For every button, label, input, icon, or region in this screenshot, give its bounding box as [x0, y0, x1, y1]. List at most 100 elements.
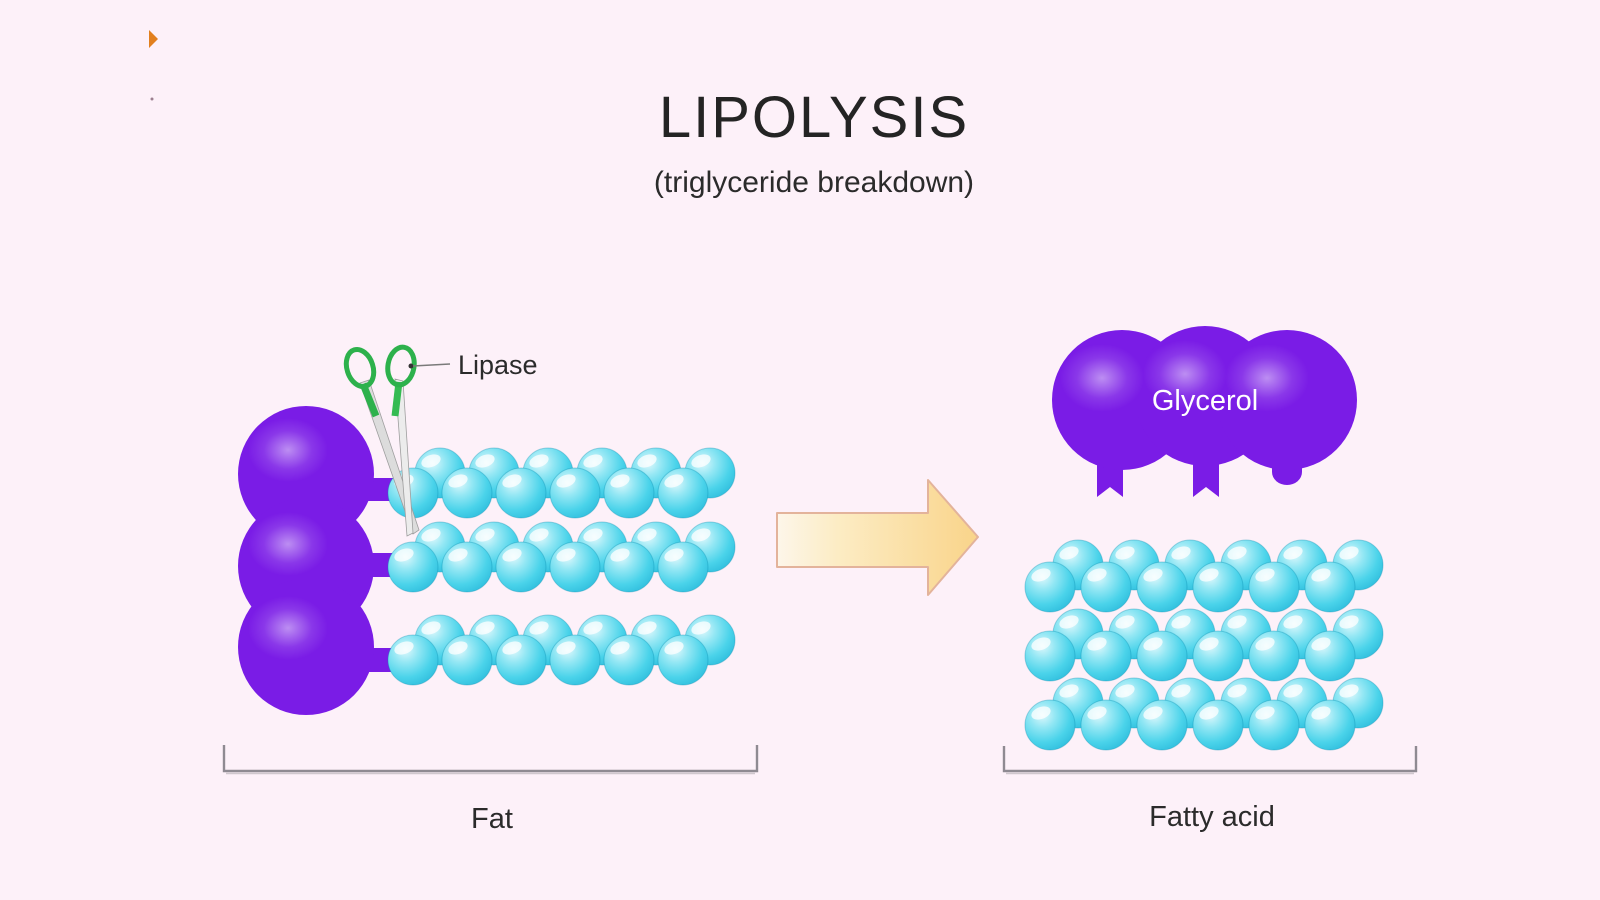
- bead-highlight: [529, 621, 549, 635]
- bead-highlight: [1143, 706, 1163, 720]
- fat-fatty-acid-chains: [387, 447, 736, 686]
- bead-highlight: [1227, 615, 1247, 629]
- bead-highlight: [1087, 706, 1107, 720]
- bead-highlight: [691, 454, 711, 468]
- fat-bracket: [222, 745, 759, 773]
- bead-highlight: [1311, 637, 1331, 651]
- carbon-bead: [603, 634, 655, 686]
- carbon-bead: [1136, 561, 1188, 613]
- bead-highlight: [421, 621, 441, 635]
- carbon-bead: [1304, 561, 1356, 613]
- bead-highlight: [1227, 546, 1247, 560]
- carbon-bead: [441, 541, 493, 593]
- bead-highlight: [556, 474, 576, 488]
- glycerol-product: Glycerol: [1052, 326, 1357, 497]
- carbon-bead: [549, 541, 601, 593]
- bead-highlight: [1059, 615, 1079, 629]
- glycerol-label: Glycerol: [1152, 385, 1258, 417]
- carbon-bead: [387, 541, 439, 593]
- bead-highlight: [475, 621, 495, 635]
- carbon-bead: [495, 634, 547, 686]
- scissor-shank: [359, 382, 380, 418]
- bead-highlight: [583, 454, 603, 468]
- bead-highlight: [394, 548, 414, 562]
- bead-highlight: [1283, 615, 1303, 629]
- bead-highlight: [1255, 637, 1275, 651]
- carbon-bead: [495, 467, 547, 519]
- scissor-shank: [391, 381, 403, 417]
- bead-highlight: [1339, 684, 1359, 698]
- bead-highlight: [664, 548, 684, 562]
- bead-highlight: [448, 548, 468, 562]
- bead-highlight: [1339, 546, 1359, 560]
- carbon-bead: [1136, 699, 1188, 751]
- bead-highlight: [664, 641, 684, 655]
- bead-highlight: [1087, 637, 1107, 651]
- bead-highlight: [1171, 546, 1191, 560]
- lipase-pointer-line: [412, 363, 451, 367]
- artifact-dot: [150, 97, 154, 101]
- bead-highlight: [556, 548, 576, 562]
- carbon-bead: [441, 634, 493, 686]
- bead-highlight: [1031, 706, 1051, 720]
- carbon-bead: [387, 634, 439, 686]
- fat-glycerol-backbone: [238, 406, 402, 715]
- bead-highlight: [1171, 684, 1191, 698]
- bead-highlight: [421, 454, 441, 468]
- right-arrow-icon: [776, 479, 979, 596]
- bead-highlight: [1143, 568, 1163, 582]
- carbon-bead: [603, 467, 655, 519]
- bead-highlight: [664, 474, 684, 488]
- carbon-bead: [1080, 699, 1132, 751]
- fat-label: Fat: [471, 803, 513, 835]
- free-fatty-acid-chains: [1024, 539, 1384, 751]
- carbon-bead: [1024, 699, 1076, 751]
- bead-highlight: [1199, 637, 1219, 651]
- bead-highlight: [610, 641, 630, 655]
- lipase-pointer-dot: [408, 363, 414, 369]
- bead-highlight: [610, 548, 630, 562]
- scissor-blade: [394, 378, 414, 537]
- bead-highlight: [610, 474, 630, 488]
- bead-highlight: [1283, 684, 1303, 698]
- scissor-handle-ring: [385, 344, 417, 388]
- carbon-bead: [1304, 630, 1356, 682]
- bead-highlight: [691, 528, 711, 542]
- carbon-bead: [1192, 561, 1244, 613]
- bead-highlight: [529, 454, 549, 468]
- bead-highlight: [502, 474, 522, 488]
- carbon-bead: [1024, 561, 1076, 613]
- bead-highlight: [475, 528, 495, 542]
- carbon-bead: [1024, 630, 1076, 682]
- bead-highlight: [1031, 568, 1051, 582]
- carbon-bead: [1192, 699, 1244, 751]
- carbon-bead: [657, 634, 709, 686]
- bead-highlight: [1115, 615, 1135, 629]
- bead-highlight: [1199, 568, 1219, 582]
- bead-highlight: [691, 621, 711, 635]
- lobe-highlight: [1225, 344, 1309, 412]
- artifact-orange-marker: [149, 30, 158, 48]
- carbon-bead: [549, 467, 601, 519]
- bead-highlight: [1031, 637, 1051, 651]
- carbon-bead: [441, 467, 493, 519]
- lobe-highlight: [248, 512, 328, 576]
- carbon-bead: [603, 541, 655, 593]
- bead-highlight: [583, 528, 603, 542]
- carbon-bead: [1136, 630, 1188, 682]
- carbon-bead: [1192, 630, 1244, 682]
- lobe-highlight: [1060, 344, 1144, 412]
- bead-highlight: [1059, 684, 1079, 698]
- bead-highlight: [1115, 684, 1135, 698]
- bead-highlight: [1283, 546, 1303, 560]
- bead-highlight: [421, 528, 441, 542]
- carbon-bead: [657, 541, 709, 593]
- carbon-bead: [1248, 630, 1300, 682]
- bead-highlight: [1227, 684, 1247, 698]
- bead-highlight: [1255, 706, 1275, 720]
- scissor-handle-ring: [343, 346, 377, 390]
- bead-highlight: [448, 474, 468, 488]
- bead-highlight: [637, 454, 657, 468]
- bead-highlight: [1143, 637, 1163, 651]
